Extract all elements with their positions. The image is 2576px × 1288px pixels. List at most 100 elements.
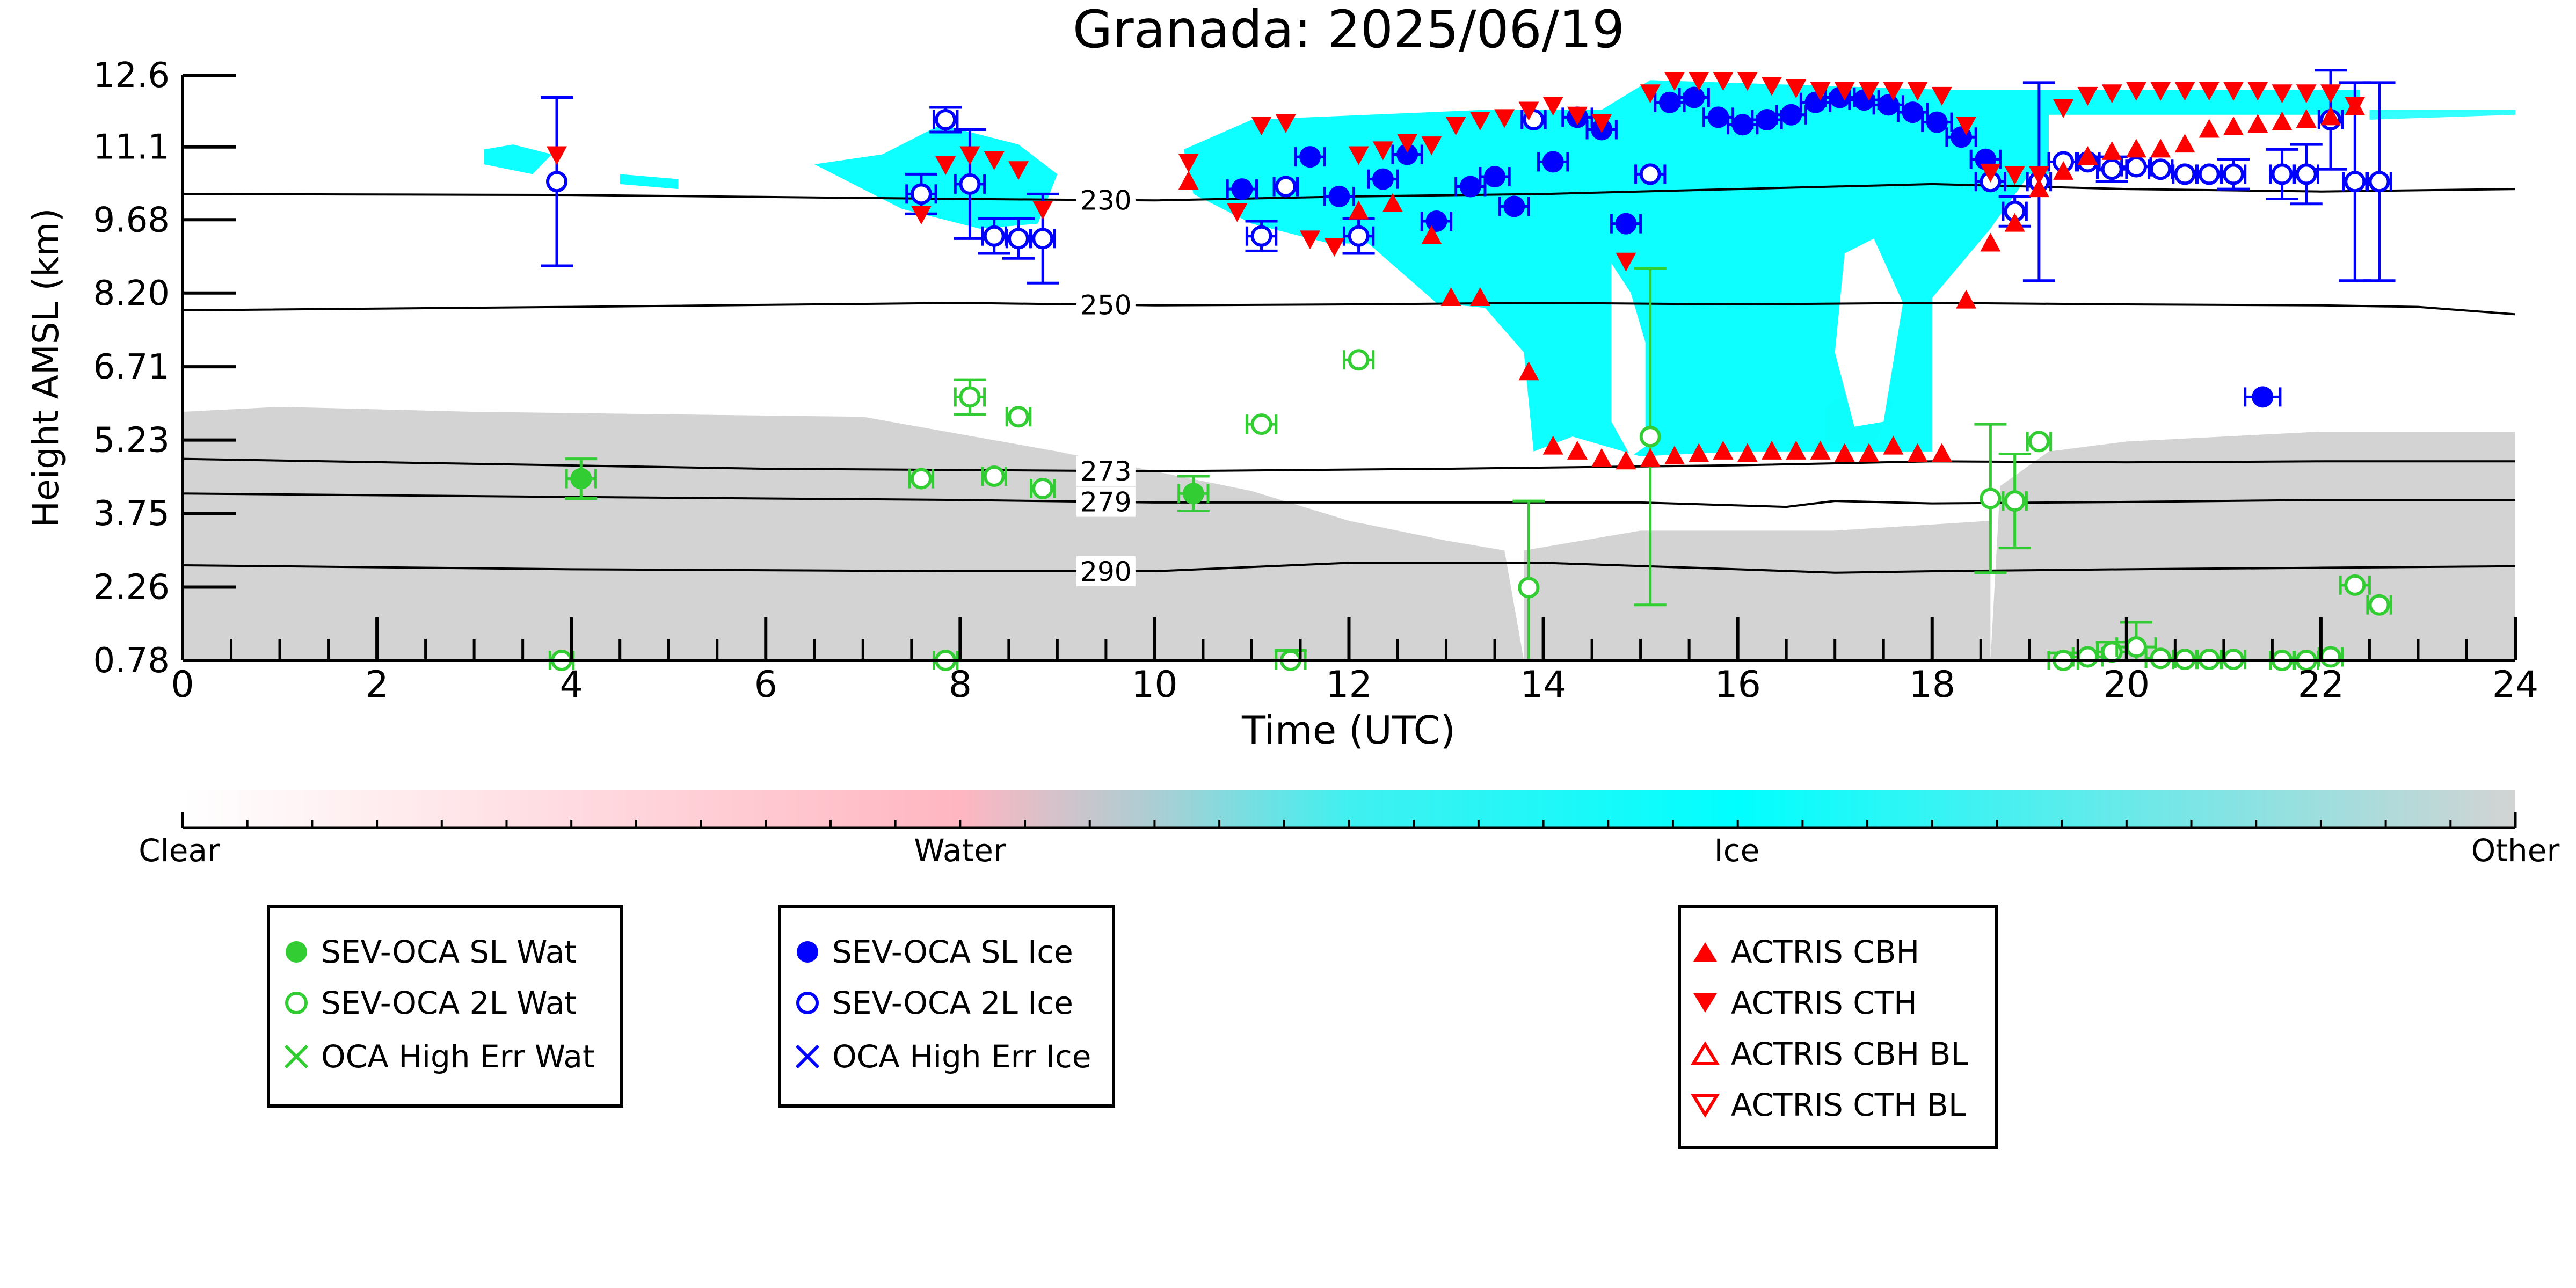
actris-cbh-point [2247, 114, 2268, 133]
other-region [183, 406, 1524, 660]
clear-gap-2 [1835, 238, 1903, 427]
actris-cbh-point [1713, 440, 1734, 460]
y-tick-label: 8.20 [93, 274, 170, 314]
y-tick-label: 0.78 [93, 641, 170, 681]
sev-oca-2l-ice-point [2196, 163, 2222, 185]
actris-cbh-point [2272, 111, 2293, 130]
colorbar-label-other: Other [2471, 832, 2560, 869]
legend-cbh-label: ACTRIS CBH [1731, 934, 1919, 970]
actris-cbh-point [2004, 213, 2025, 232]
actris-cth-point [1737, 72, 1758, 91]
contour-line-290 [183, 562, 2515, 574]
sev-oca-sl-wat-point [1177, 475, 1210, 513]
sev-oca-2l-ice-point [1342, 217, 1375, 255]
x-tick-label: 12 [1326, 664, 1372, 706]
actris-cth-point [1518, 101, 1539, 121]
sev-oca-sl-ice-point [1727, 114, 1759, 136]
sev-oca-sl-ice-point [1420, 210, 1453, 232]
legend-2l-ice-label: SEV-OCA 2L Ice [832, 985, 1073, 1021]
actris-cbh-point [2296, 108, 2317, 128]
sev-oca-2l-ice-point [2290, 143, 2323, 206]
actris-cbh-point [1382, 193, 1403, 212]
actris-cbh-point [1689, 443, 1709, 462]
actris-cbh-point [2077, 146, 2098, 165]
sev-oca-sl-ice-point [1294, 146, 1326, 168]
actris-cth-point [1907, 82, 1928, 101]
actris-cbh-point [1931, 443, 1952, 462]
sev-oca-2l-ice-point [2095, 155, 2128, 183]
actris-cbh-point [1178, 171, 1199, 190]
actris-cth-point [1251, 117, 1272, 136]
actris-cth-point [935, 156, 956, 175]
actris-cth-point [1713, 72, 1734, 91]
sev-oca-sl-ice-point [1921, 111, 1953, 133]
actris-cth-point [2199, 82, 2220, 101]
legend-cbh-marker [1693, 942, 1717, 962]
x-tick-label: 0 [171, 664, 194, 706]
sev-oca-2l-ice-point [2217, 158, 2250, 191]
ice-small-patch-2 [620, 174, 679, 190]
sev-oca-sl-ice-point [1226, 178, 1258, 200]
actris-cth-point [984, 151, 1005, 170]
actris-cth-point [2101, 84, 2122, 104]
contour-label-bg-273 [1076, 456, 1136, 486]
x-tick-label: 20 [2104, 664, 2150, 706]
sev-oca-sl-ice-point [1367, 168, 1399, 190]
actris-cth-point [2247, 82, 2268, 101]
sev-oca-sl-ice-point [1391, 143, 1423, 165]
legend-cbh-bl-marker [1690, 1041, 1720, 1065]
legend-ice: SEV-OCA SL Ice SEV-OCA 2L Ice OCA High E… [778, 905, 1115, 1108]
sev-oca-sl-ice-point [1537, 151, 1569, 173]
colorbar-label-ice: Ice [1714, 832, 1760, 869]
actris-cth-point [1956, 117, 1977, 136]
sev-oca-2l-ice-point [2363, 81, 2396, 282]
actris-cth-point [2126, 82, 2146, 101]
sev-oca-sl-ice-point [1498, 195, 1530, 217]
actris-cth-point [2345, 97, 2366, 116]
actris-cth-point [1810, 82, 1831, 101]
contour-line-230 [183, 183, 2515, 202]
sev-oca-2l-ice-point [1245, 220, 1278, 252]
actris-cth-point [959, 146, 980, 165]
y-ticks: 0.78 2.26 3.75 5.23 6.71 8.20 9.68 11.1 12.6 [93, 56, 236, 681]
actris-cbh-point [2053, 161, 2074, 180]
x-tick-label: 16 [1714, 664, 1761, 706]
contour-label-bg-290 [1076, 556, 1136, 587]
actris-cbh-point [1859, 443, 1880, 462]
actris-cbh-point [1980, 232, 2001, 252]
actris-cbh-point [2174, 134, 2195, 153]
actris-cth-point [1032, 200, 1053, 220]
actris-cbh-point [1421, 225, 1442, 244]
sev-oca-2l-ice-point [541, 96, 573, 267]
sev-oca-2l-wat-point [1634, 267, 1667, 607]
x-tick-label: 24 [2492, 664, 2539, 706]
sev-oca-2l-wat-point [2366, 594, 2392, 616]
actris-cth-point [1178, 154, 1199, 173]
sev-oca-2l-ice-point [2120, 156, 2152, 178]
actris-cbh-point [1737, 443, 1758, 462]
sev-oca-2l-wat-point [2115, 621, 2157, 662]
actris-cth-point [2150, 82, 2171, 101]
actris-cth-point [2223, 82, 2244, 101]
sev-oca-2l-ice-point [2266, 148, 2298, 201]
legend-higherr-ice-label: OCA High Err Ice [832, 1038, 1091, 1075]
sev-oca-2l-wat-point [1998, 452, 2031, 550]
actris-cth-point [2174, 82, 2195, 101]
actris-cth-point [2028, 166, 2049, 185]
x-tick-label: 8 [949, 664, 972, 706]
y-tick-label: 12.6 [93, 56, 170, 96]
legend-sl-ice-label: SEV-OCA SL Ice [832, 934, 1073, 970]
actris-cth-point [1762, 77, 1782, 96]
ice-main [1183, 80, 2360, 457]
legend-cth-marker [1693, 993, 1717, 1013]
sev-oca-2l-wat-point [954, 378, 986, 416]
sev-oca-sl-ice-point [1454, 176, 1487, 198]
actris-cbh-point [1956, 289, 1977, 309]
actris-cth-point [2077, 86, 2098, 106]
sev-oca-2l-ice-point [2147, 158, 2174, 180]
actris-cbh-point [1810, 440, 1831, 460]
sev-oca-2l-ice-point [954, 128, 986, 240]
contour-label-290: 290 [1080, 556, 1131, 587]
sev-oca-sl-ice-point [1896, 101, 1929, 123]
